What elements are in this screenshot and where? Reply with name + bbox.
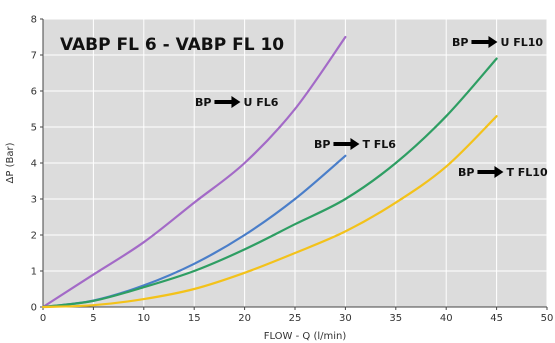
annotation-from-label: BP <box>458 166 474 179</box>
y-tick-label: 3 <box>31 195 37 206</box>
x-tick-label: 30 <box>339 313 352 324</box>
arrow-right-icon <box>477 166 504 178</box>
y-tick-label: 7 <box>31 51 37 62</box>
series-line <box>41 115 498 309</box>
annotation-to-label: U FL6 <box>243 96 278 109</box>
series-line <box>41 57 498 309</box>
x-tick-label: 5 <box>90 313 96 324</box>
series-lines <box>41 35 498 309</box>
x-tick-label: 10 <box>137 313 150 324</box>
annotation-from-label: BP <box>195 96 211 109</box>
arrow-right-icon <box>214 96 241 108</box>
annotation-to-label: U FL10 <box>500 36 543 49</box>
annotation-bp-u-fl10: BP U FL10 <box>452 36 543 49</box>
annotation-bp-t-fl6: BP T FL6 <box>314 138 396 151</box>
y-tick-label: 1 <box>31 267 37 278</box>
x-tick-label: 20 <box>238 313 251 324</box>
x-tick-label: 50 <box>541 313 554 324</box>
x-tick-label: 0 <box>40 313 46 324</box>
x-tick-label: 40 <box>440 313 453 324</box>
x-tick-label: 15 <box>188 313 201 324</box>
x-axis-ticks: 0 5 10 15 20 25 30 35 40 45 50 <box>40 307 554 324</box>
arrow-right-icon <box>333 138 360 150</box>
x-tick-label: 45 <box>490 313 503 324</box>
annotation-bp-t-fl10: BP T FL10 <box>458 166 548 179</box>
x-tick-label: 25 <box>289 313 302 324</box>
y-tick-label: 4 <box>31 159 37 170</box>
chart-title: VABP FL 6 - VABP FL 10 <box>60 35 284 55</box>
x-tick-label: 35 <box>389 313 402 324</box>
annotation-from-label: BP <box>452 36 468 49</box>
y-tick-label: 8 <box>31 15 37 26</box>
annotation-to-label: T FL6 <box>362 138 396 151</box>
y-axis-label: ΔP (Bar) <box>5 142 16 183</box>
annotation-to-label: T FL10 <box>506 166 548 179</box>
y-axis-ticks: 0 1 2 3 4 5 6 7 8 <box>31 15 43 314</box>
x-axis-label: FLOW - Q (l/min) <box>264 331 347 342</box>
annotation-bp-u-fl6: BP U FL6 <box>195 96 279 109</box>
y-tick-label: 5 <box>31 123 37 134</box>
y-tick-label: 2 <box>31 231 37 242</box>
annotation-from-label: BP <box>314 138 330 151</box>
y-tick-label: 6 <box>31 87 37 98</box>
arrow-right-icon <box>471 36 498 48</box>
series-line <box>41 35 347 309</box>
y-tick-label: 0 <box>31 303 37 314</box>
